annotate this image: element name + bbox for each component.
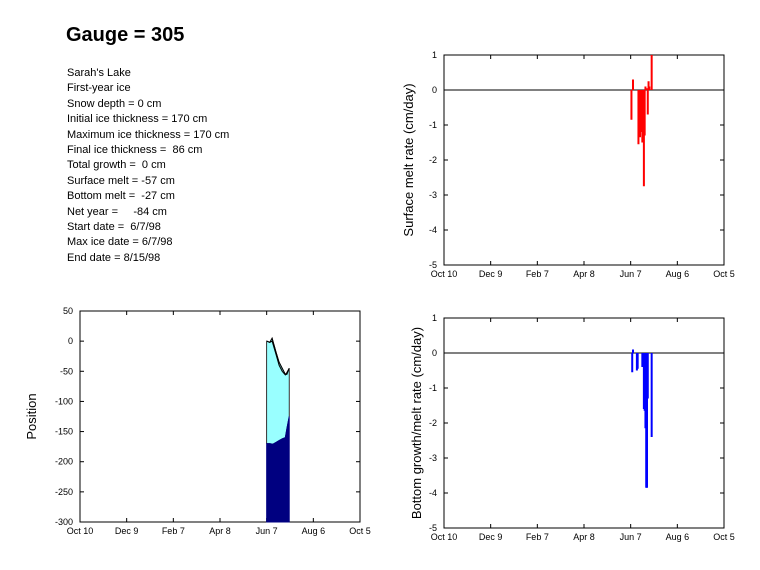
x-tick-label: Oct 5 bbox=[713, 532, 735, 542]
info-line: Snow depth = 0 cm bbox=[67, 97, 162, 110]
bar bbox=[632, 79, 634, 90]
x-tick-label: Jun 7 bbox=[620, 269, 642, 279]
x-tick-label: Aug 6 bbox=[302, 526, 326, 536]
bar bbox=[639, 90, 641, 138]
bar bbox=[646, 353, 649, 399]
y-tick-label: -2 bbox=[429, 418, 437, 428]
bar bbox=[647, 81, 650, 90]
x-tick-label: Feb 7 bbox=[162, 526, 185, 536]
x-tick-label: Feb 7 bbox=[526, 532, 549, 542]
y-tick-label: 50 bbox=[63, 306, 73, 316]
y-tick-label: -5 bbox=[429, 260, 437, 270]
y-tick-label: 1 bbox=[432, 50, 437, 60]
info-line: Maximum ice thickness = 170 cm bbox=[67, 128, 230, 141]
info-line: First-year ice bbox=[67, 82, 131, 95]
y-tick-label: -4 bbox=[429, 488, 437, 498]
y-tick-label: 0 bbox=[68, 336, 73, 346]
y-tick-label: -200 bbox=[55, 457, 73, 467]
y-tick-label: -5 bbox=[429, 523, 437, 533]
page-title: Gauge = 305 bbox=[66, 24, 185, 46]
bar bbox=[646, 90, 649, 115]
x-tick-label: Dec 9 bbox=[479, 269, 503, 279]
x-tick-label: Oct 5 bbox=[713, 269, 735, 279]
bar bbox=[650, 55, 653, 90]
y-tick-label: -1 bbox=[429, 383, 437, 393]
bar bbox=[636, 353, 639, 369]
x-tick-label: Dec 9 bbox=[115, 526, 139, 536]
x-tick-label: Apr 8 bbox=[573, 269, 595, 279]
y-tick-label: -300 bbox=[55, 517, 73, 527]
x-tick-label: Apr 8 bbox=[573, 532, 595, 542]
info-line: Max ice date = 6/7/98 bbox=[67, 236, 173, 249]
y-tick-label: -1 bbox=[429, 120, 437, 130]
bar bbox=[637, 90, 640, 145]
ice-top-line bbox=[266, 340, 290, 376]
y-tick-label: -150 bbox=[55, 427, 73, 437]
y-tick-label: 0 bbox=[432, 348, 437, 358]
x-tick-label: Oct 10 bbox=[67, 526, 94, 536]
bar bbox=[644, 86, 647, 90]
info-line: End date = 8/15/98 bbox=[67, 251, 161, 264]
x-tick-label: Aug 6 bbox=[666, 269, 690, 279]
x-tick-label: Jun 7 bbox=[620, 532, 642, 542]
bar bbox=[631, 353, 634, 373]
info-panel: Sarah's Lake First-year ice Snow depth = 0… bbox=[67, 66, 229, 266]
x-tick-label: Oct 5 bbox=[349, 526, 371, 536]
y-tick-label: -2 bbox=[429, 155, 437, 165]
top-surface-line bbox=[266, 336, 290, 375]
x-tick-label: Dec 9 bbox=[479, 532, 503, 542]
y-axis-label: Surface melt rate (cm/day) bbox=[401, 83, 416, 236]
bar bbox=[643, 90, 646, 136]
y-tick-label: -250 bbox=[55, 487, 73, 497]
bar bbox=[648, 86, 651, 90]
ice-area bbox=[266, 337, 290, 445]
y-tick-label: -100 bbox=[55, 396, 73, 406]
bar bbox=[650, 353, 653, 437]
y-tick-label: -3 bbox=[429, 190, 437, 200]
y-axis-label: Position bbox=[24, 393, 39, 439]
info-line: Sarah's Lake bbox=[67, 67, 131, 79]
y-tick-label: 1 bbox=[432, 313, 437, 323]
info-line: Net year = -84 cm bbox=[67, 205, 167, 218]
info-line: Total growth = 0 cm bbox=[67, 159, 166, 172]
y-tick-label: 0 bbox=[432, 85, 437, 95]
info-line: Bottom melt = -27 cm bbox=[67, 190, 175, 203]
bar bbox=[630, 90, 633, 120]
y-axis-label: Bottom growth/melt rate (cm/day) bbox=[409, 327, 424, 519]
x-tick-label: Oct 10 bbox=[431, 269, 458, 279]
bar bbox=[646, 88, 648, 90]
plot-frame bbox=[443, 54, 725, 266]
info-line: Start date = 6/7/98 bbox=[67, 221, 161, 234]
bar bbox=[642, 90, 645, 187]
x-tick-label: Aug 6 bbox=[666, 532, 690, 542]
x-tick-label: Apr 8 bbox=[209, 526, 231, 536]
x-tick-label: Jun 7 bbox=[256, 526, 278, 536]
bar bbox=[646, 353, 648, 488]
plot-frame bbox=[443, 317, 725, 529]
plot-frame bbox=[79, 310, 361, 523]
info-line: Surface melt = -57 cm bbox=[67, 174, 175, 187]
y-tick-label: -4 bbox=[429, 225, 437, 235]
x-tick-label: Feb 7 bbox=[526, 269, 549, 279]
info-line: Initial ice thickness = 170 cm bbox=[67, 113, 208, 126]
y-tick-label: -3 bbox=[429, 453, 437, 463]
bar bbox=[632, 349, 634, 353]
lower-area bbox=[266, 416, 290, 523]
y-tick-label: -50 bbox=[60, 366, 73, 376]
info-line: Final ice thickness = 86 cm bbox=[67, 144, 203, 157]
x-tick-label: Oct 10 bbox=[431, 532, 458, 542]
